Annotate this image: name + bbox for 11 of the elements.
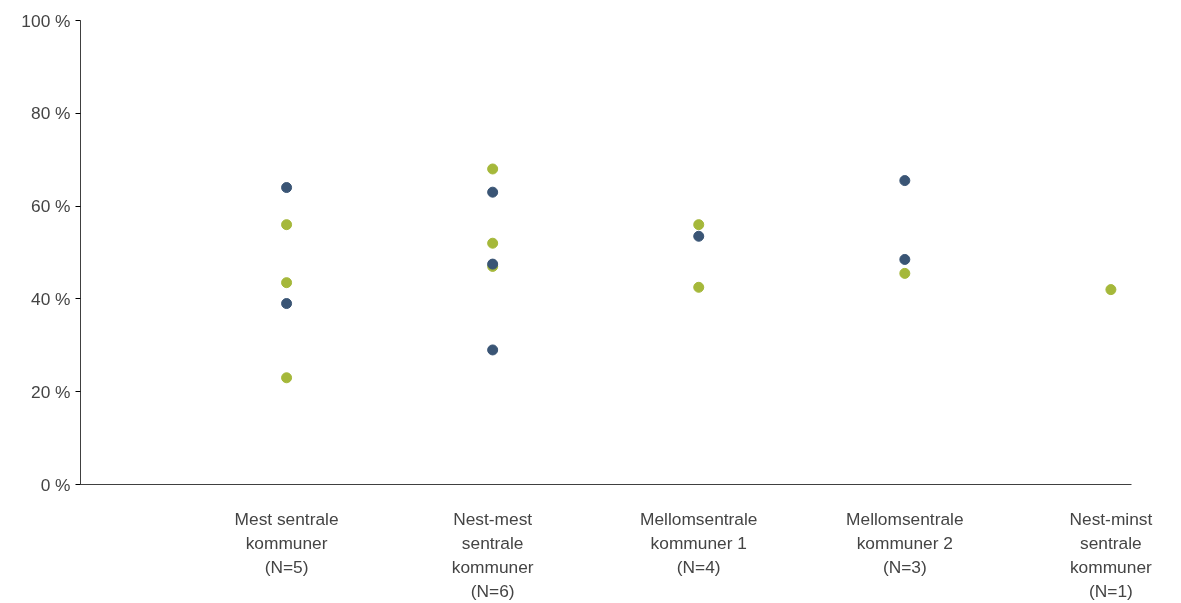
x-tick-label: Mellomsentrale kommuner 1 (N=4) xyxy=(639,508,758,577)
x-tick-label: Mest sentrale kommuner (N=5) xyxy=(234,508,339,577)
x-tick-label: Mellomsentrale kommuner 2 (N=3) xyxy=(846,508,964,577)
y-tick-label: 80 % xyxy=(31,103,71,124)
x-tick-label: Nest-mest sentrale kommuner (N=6) xyxy=(451,508,534,601)
x-tick-label: Nest-minst sentrale kommuner (N=1) xyxy=(1069,508,1153,601)
y-tick-label: 100 % xyxy=(21,10,71,31)
y-tick-label: 0 % xyxy=(40,474,71,495)
y-tick-label: 60 % xyxy=(31,196,71,217)
y-tick-label: 20 % xyxy=(31,381,71,402)
y-tick-label: 40 % xyxy=(31,288,71,309)
